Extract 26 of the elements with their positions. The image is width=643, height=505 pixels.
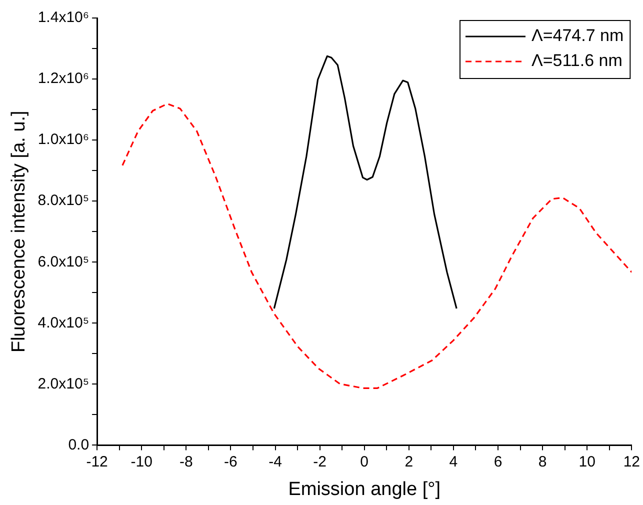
x-tick-label: 6 bbox=[494, 453, 502, 470]
y-tick-label: 1.4x10⁶ bbox=[38, 9, 90, 26]
x-axis-title: Emission angle [°] bbox=[288, 478, 440, 500]
y-tick-label: 4.0x10⁵ bbox=[38, 314, 90, 332]
x-tick-label: -2 bbox=[313, 453, 326, 470]
x-tick-label: -6 bbox=[224, 453, 238, 470]
x-tick-label: 10 bbox=[578, 453, 596, 470]
x-tick-label: -10 bbox=[130, 453, 152, 470]
legend-label: Λ=511.6 nm bbox=[531, 51, 622, 70]
y-tick-label: 6.0x10⁵ bbox=[38, 253, 90, 270]
x-tick-label: -12 bbox=[86, 453, 108, 470]
x-tick-label: -4 bbox=[268, 453, 282, 470]
y-tick-label: 2.0x10⁵ bbox=[38, 375, 90, 392]
y-tick-label: 0.0 bbox=[68, 436, 90, 454]
x-tick-label: 12 bbox=[623, 453, 640, 470]
y-tick-label: 8.0x10⁵ bbox=[38, 192, 90, 210]
x-tick-label: 8 bbox=[538, 453, 547, 470]
y-tick-label: 1.0x10⁶ bbox=[38, 131, 90, 148]
y-tick-label: 1.2x10⁶ bbox=[38, 70, 90, 88]
x-tick-label: 2 bbox=[404, 453, 414, 470]
line-series bbox=[122, 102, 632, 389]
y-axis-title: Fluorescence intensity [a. u.] bbox=[8, 110, 30, 353]
legend-label: Λ=474.7 nm bbox=[531, 26, 624, 46]
x-tick-label: -8 bbox=[179, 453, 193, 470]
x-tick-label: 4 bbox=[449, 453, 458, 470]
x-tick-label: 0 bbox=[360, 453, 369, 470]
